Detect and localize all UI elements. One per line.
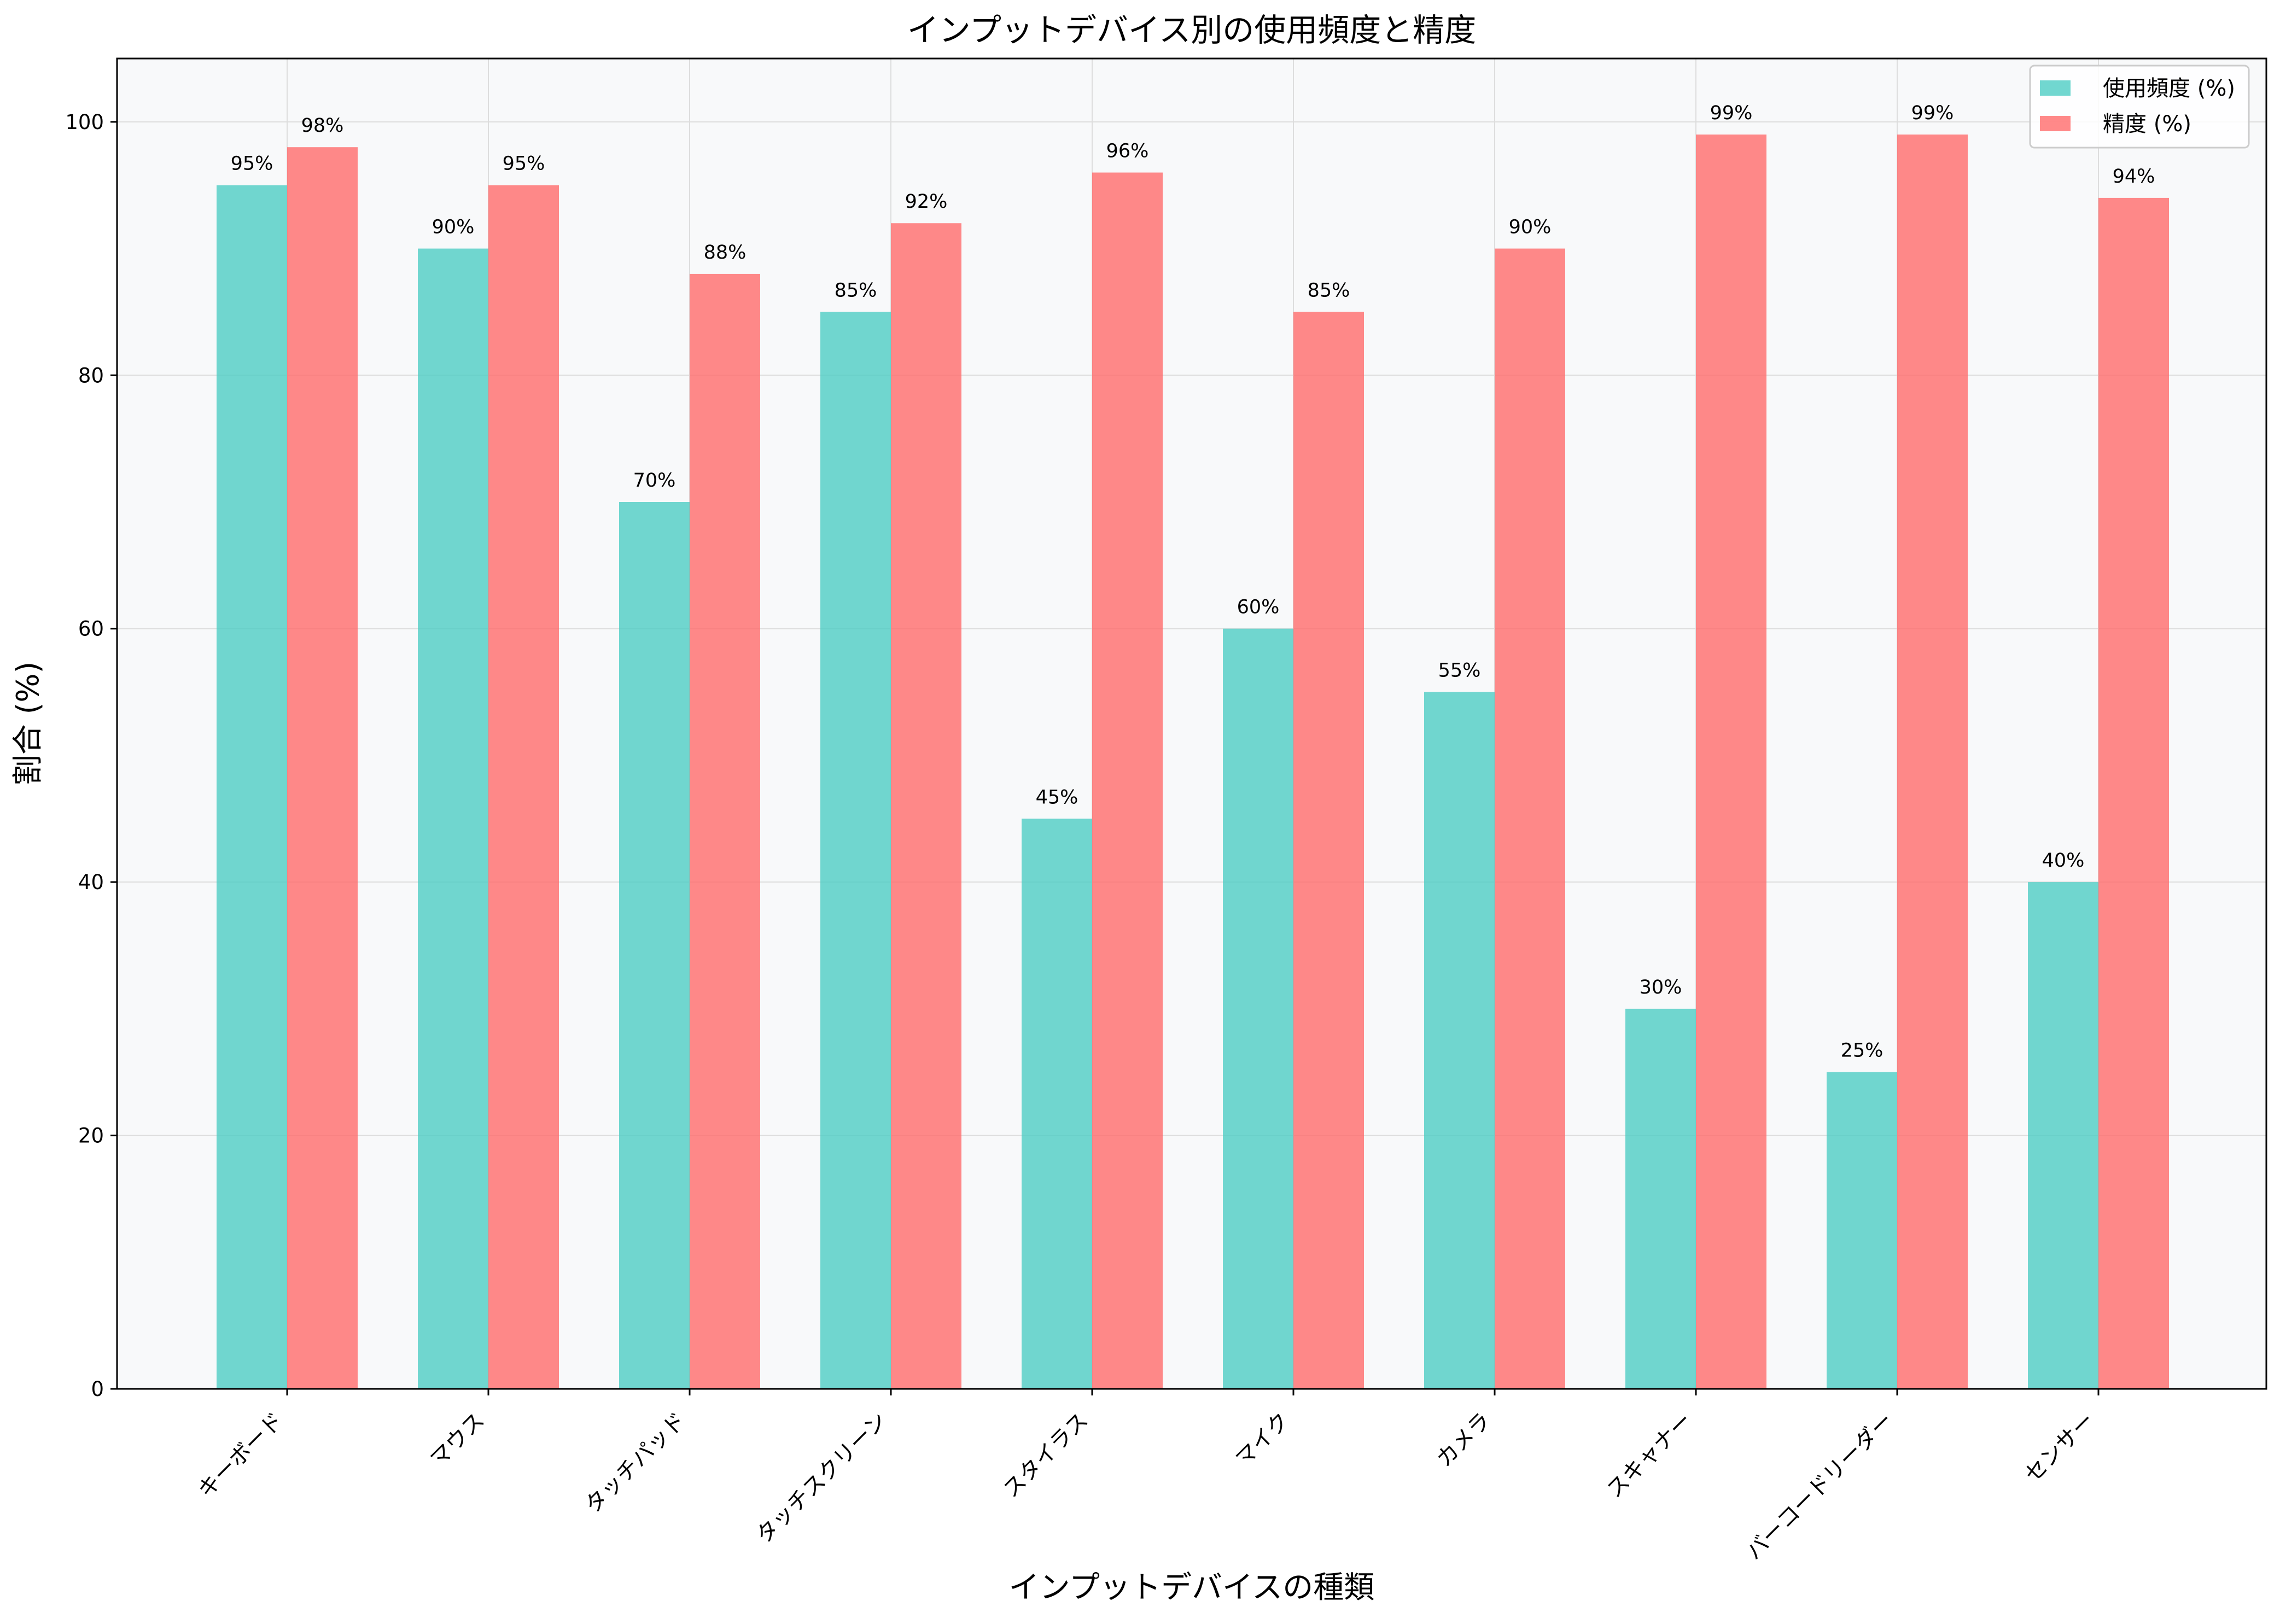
usage-value-label: 30% xyxy=(1640,977,1682,998)
x-tick-label: スキャナー xyxy=(1602,1408,1697,1503)
legend-swatch-usage xyxy=(2040,80,2071,96)
accuracy-value-label: 96% xyxy=(1106,141,1149,162)
accuracy-bar xyxy=(891,223,961,1389)
y-tick-label: 0 xyxy=(91,1377,104,1401)
accuracy-bar xyxy=(690,273,760,1389)
data-labels: 95% 90% 70% 85% 45% 60% 55% 30% 25% 40% 98% 95% 88% 9… xyxy=(231,102,2155,1062)
plot-frame xyxy=(116,57,2267,1390)
usage-value-label: 45% xyxy=(1036,786,1078,808)
x-tick-label: マウス xyxy=(425,1408,489,1472)
usage-value-label: 60% xyxy=(1237,597,1280,618)
usage-bar xyxy=(1827,1072,1897,1389)
usage-bar xyxy=(217,185,287,1389)
usage-bar xyxy=(1022,819,1092,1389)
usage-value-label: 90% xyxy=(432,217,475,238)
usage-value-label: 70% xyxy=(633,470,676,492)
usage-bar xyxy=(1424,692,1495,1389)
accuracy-value-label: 95% xyxy=(503,153,545,175)
accuracy-bar xyxy=(2098,197,2169,1389)
accuracy-value-label: 98% xyxy=(301,115,344,137)
usage-bar xyxy=(1625,1008,1696,1389)
usage-value-label: 25% xyxy=(1841,1040,1884,1062)
x-tick-label: バーコードリーダー xyxy=(1741,1408,1898,1565)
accuracy-value-label: 99% xyxy=(1911,102,1954,124)
x-tick-label: カメラ xyxy=(1432,1408,1496,1472)
x-tick-label: タッチスクリーン xyxy=(751,1408,892,1549)
accuracy-value-label: 88% xyxy=(704,242,747,264)
x-tick-label: マイク xyxy=(1231,1408,1294,1472)
usage-bar xyxy=(820,312,891,1389)
y-tick-label: 20 xyxy=(78,1124,104,1148)
accuracy-bar xyxy=(1495,248,1565,1389)
accuracy-value-label: 94% xyxy=(2113,166,2155,188)
x-tick-label: センサー xyxy=(2020,1408,2100,1488)
legend-label-accuracy: 精度 (%) xyxy=(2103,112,2191,137)
usage-value-label: 95% xyxy=(231,153,273,175)
accuracy-bar xyxy=(1897,135,1968,1389)
legend-swatch-accuracy xyxy=(2040,116,2071,131)
legend: 使用頻度 (%) 精度 (%) xyxy=(2029,65,2250,149)
chart-title: インプットデバイス別の使用頻度と精度 xyxy=(907,11,1477,49)
x-tick-label: キーボード xyxy=(193,1408,288,1503)
legend-label-usage: 使用頻度 (%) xyxy=(2103,76,2235,101)
accuracy-value-label: 90% xyxy=(1509,217,1552,238)
y-axis-ticks: 0 20 40 60 80 100 xyxy=(65,110,117,1401)
accuracy-bar xyxy=(1293,312,1364,1389)
x-axis-ticks: キーボード マウス タッチパッド タッチスクリーン スタイラス マイク カメラ スキャナー バー… xyxy=(193,1389,2100,1565)
accuracy-bar xyxy=(1696,135,1766,1389)
x-tick-label: タッチパッド xyxy=(580,1408,691,1518)
usage-bar xyxy=(619,502,690,1389)
usage-bar xyxy=(418,248,488,1389)
accuracy-bar xyxy=(488,185,559,1389)
y-tick-label: 80 xyxy=(78,364,104,387)
legend-box xyxy=(2029,65,2250,149)
accuracy-bar xyxy=(287,147,358,1389)
accuracy-value-label: 85% xyxy=(1308,279,1350,301)
usage-value-label: 40% xyxy=(2042,850,2085,872)
accuracy-value-label: 92% xyxy=(905,191,948,213)
x-axis-label: インプットデバイスの種類 xyxy=(1009,1570,1375,1605)
y-tick-label: 60 xyxy=(78,617,104,641)
usage-bar xyxy=(2028,882,2098,1389)
accuracy-bar xyxy=(1092,172,1163,1389)
usage-value-label: 85% xyxy=(835,279,877,301)
y-tick-label: 40 xyxy=(78,871,104,894)
x-tick-label: スタイラス xyxy=(999,1408,1093,1503)
usage-value-label: 55% xyxy=(1438,660,1481,682)
bars xyxy=(217,135,2169,1389)
y-axis-label: 割合 (%) xyxy=(10,662,46,786)
y-tick-label: 100 xyxy=(65,110,104,134)
usage-bar xyxy=(1223,628,1293,1389)
accuracy-value-label: 99% xyxy=(1710,102,1753,124)
